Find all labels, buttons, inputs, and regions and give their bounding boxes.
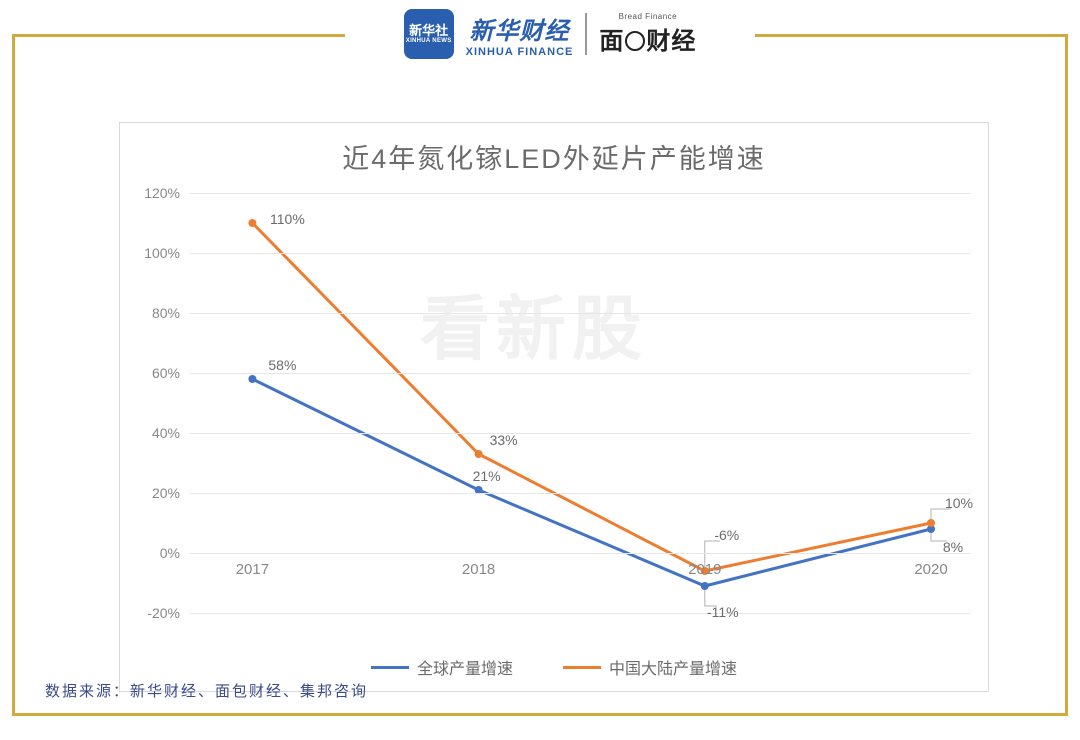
gridline <box>190 553 970 554</box>
data-label: 10% <box>945 495 973 511</box>
x-axis-label: 2019 <box>688 561 721 578</box>
y-axis-label: 0% <box>160 545 180 561</box>
legend-label: 中国大陆产量增速 <box>609 655 737 679</box>
y-axis-label: 100% <box>144 245 180 261</box>
y-axis-label: -20% <box>147 605 180 621</box>
chart-svg <box>190 193 970 613</box>
data-label: 33% <box>490 432 518 448</box>
y-axis-label: 20% <box>152 485 180 501</box>
data-point <box>701 582 709 590</box>
legend-item: 全球产量增速 <box>371 655 513 679</box>
gridline <box>190 313 970 314</box>
gridline <box>190 193 970 194</box>
y-axis-label: 120% <box>144 185 180 201</box>
gridline <box>190 493 970 494</box>
y-axis-label: 80% <box>152 305 180 321</box>
series-line <box>252 223 931 571</box>
data-point <box>475 450 483 458</box>
data-source: 数据来源：新华财经、面包财经、集邦咨询 <box>45 680 368 701</box>
data-label: 21% <box>473 468 501 484</box>
data-label: -11% <box>707 604 739 620</box>
bread-en: Bread Finance <box>619 12 678 21</box>
legend-swatch <box>563 666 601 669</box>
data-label: 58% <box>268 357 296 373</box>
chart-legend: 全球产量增速 中国大陆产量增速 <box>120 655 988 679</box>
x-axis-label: 2018 <box>462 561 495 578</box>
data-label: 110% <box>270 211 305 227</box>
x-axis-label: 2020 <box>914 561 947 578</box>
legend-label: 全球产量增速 <box>417 655 513 679</box>
data-label: -6% <box>714 527 739 543</box>
y-axis-label: 40% <box>152 425 180 441</box>
y-axis-label: 60% <box>152 365 180 381</box>
chart-title: 近4年氮化镓LED外延片产能增速 <box>120 123 988 182</box>
gridline <box>190 613 970 614</box>
x-axis-label: 2017 <box>236 561 269 578</box>
gridline <box>190 253 970 254</box>
chart-plot-area: -20%0%20%40%60%80%100%120%20172018201920… <box>190 193 970 613</box>
legend-swatch <box>371 666 409 669</box>
data-label: 8% <box>943 539 963 555</box>
outer-frame: 近4年氮化镓LED外延片产能增速 看新股 -20%0%20%40%60%80%1… <box>12 34 1068 716</box>
data-point <box>927 519 935 527</box>
legend-item: 中国大陆产量增速 <box>563 655 737 679</box>
data-point <box>248 375 256 383</box>
gridline <box>190 433 970 434</box>
chart-container: 近4年氮化镓LED外延片产能增速 看新股 -20%0%20%40%60%80%1… <box>119 122 989 692</box>
gridline <box>190 373 970 374</box>
data-point <box>248 219 256 227</box>
series-line <box>252 379 931 586</box>
